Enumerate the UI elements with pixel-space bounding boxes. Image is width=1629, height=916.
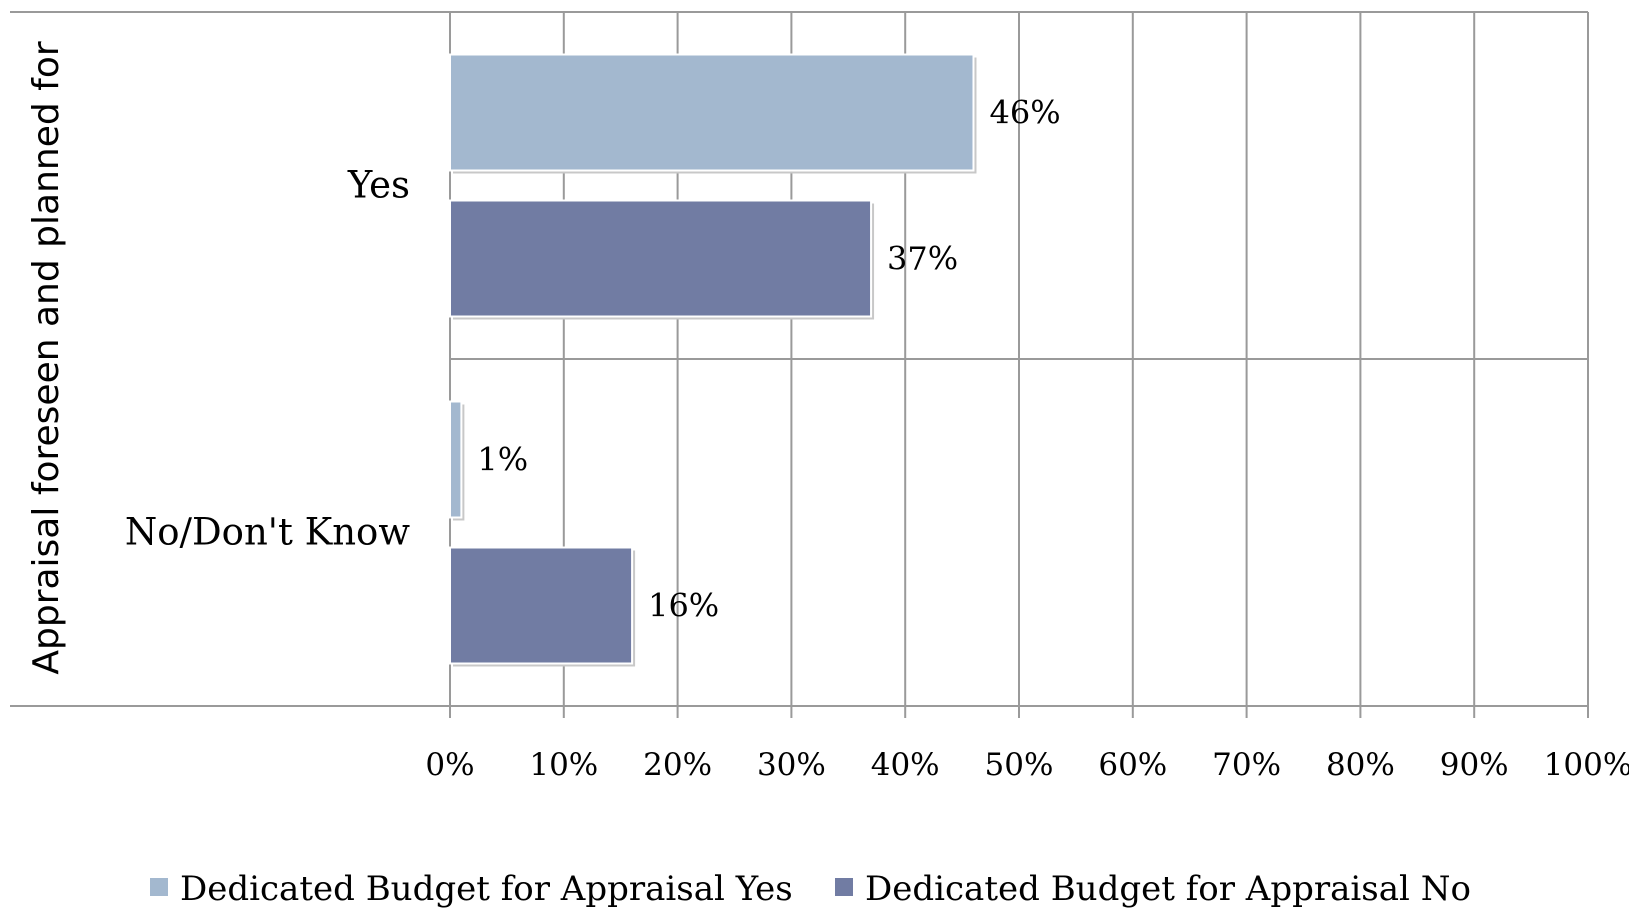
legend-label: Dedicated Budget for Appraisal No bbox=[865, 869, 1471, 909]
x-tick-label: 50% bbox=[985, 747, 1054, 783]
bar-budget-no bbox=[449, 546, 634, 665]
category-label: No/Don't Know bbox=[125, 511, 410, 554]
data-label: 46% bbox=[989, 94, 1060, 132]
bar-budget-yes bbox=[449, 53, 975, 172]
legend-swatch bbox=[835, 878, 853, 896]
x-tick-label: 100% bbox=[1544, 747, 1629, 783]
legend-swatch bbox=[150, 878, 168, 896]
x-tick-label: 0% bbox=[425, 747, 474, 783]
x-tick-label: 60% bbox=[1098, 747, 1167, 783]
data-labels: 46% 37% 1% 16% bbox=[477, 94, 1060, 625]
y-axis-title: Appraisal foreseen and planned for bbox=[26, 41, 67, 674]
bar-budget-no bbox=[449, 199, 873, 318]
x-tick-label: 30% bbox=[757, 747, 826, 783]
data-label: 1% bbox=[477, 441, 528, 479]
x-tick-label: 70% bbox=[1212, 747, 1281, 783]
bar-budget-yes bbox=[449, 400, 463, 519]
x-tick-label: 20% bbox=[643, 747, 712, 783]
grid-lines bbox=[10, 11, 1589, 707]
x-tick-label: 40% bbox=[871, 747, 940, 783]
x-tick-label: 10% bbox=[529, 747, 598, 783]
data-label: 16% bbox=[648, 587, 719, 625]
x-tick-label: 90% bbox=[1440, 747, 1509, 783]
axes: 0% 10% 20% 30% 40% 50% 60% 70% 80% 90% 100% Yes No/D… bbox=[125, 164, 1629, 784]
bars bbox=[449, 53, 977, 667]
category-label: Yes bbox=[347, 164, 410, 207]
legend-label: Dedicated Budget for Appraisal Yes bbox=[180, 869, 793, 909]
legend: Dedicated Budget for Appraisal Yes Dedica… bbox=[150, 869, 1471, 909]
x-tick-label: 80% bbox=[1326, 747, 1395, 783]
data-label: 37% bbox=[887, 240, 958, 278]
